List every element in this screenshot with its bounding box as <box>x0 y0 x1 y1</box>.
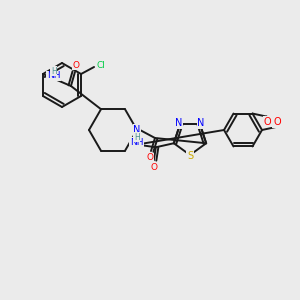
Text: H: H <box>51 67 57 76</box>
Text: N: N <box>197 118 205 128</box>
Text: S: S <box>187 151 193 161</box>
Text: NH: NH <box>47 71 61 80</box>
Text: NH: NH <box>130 138 144 147</box>
Text: H: H <box>134 133 140 142</box>
Text: Cl: Cl <box>97 61 106 70</box>
Text: O: O <box>150 163 157 172</box>
Text: O: O <box>264 116 271 127</box>
Text: O: O <box>146 154 154 163</box>
Text: O: O <box>273 117 281 127</box>
Text: O: O <box>72 61 80 70</box>
Text: N: N <box>133 125 141 135</box>
Text: N: N <box>175 118 183 128</box>
